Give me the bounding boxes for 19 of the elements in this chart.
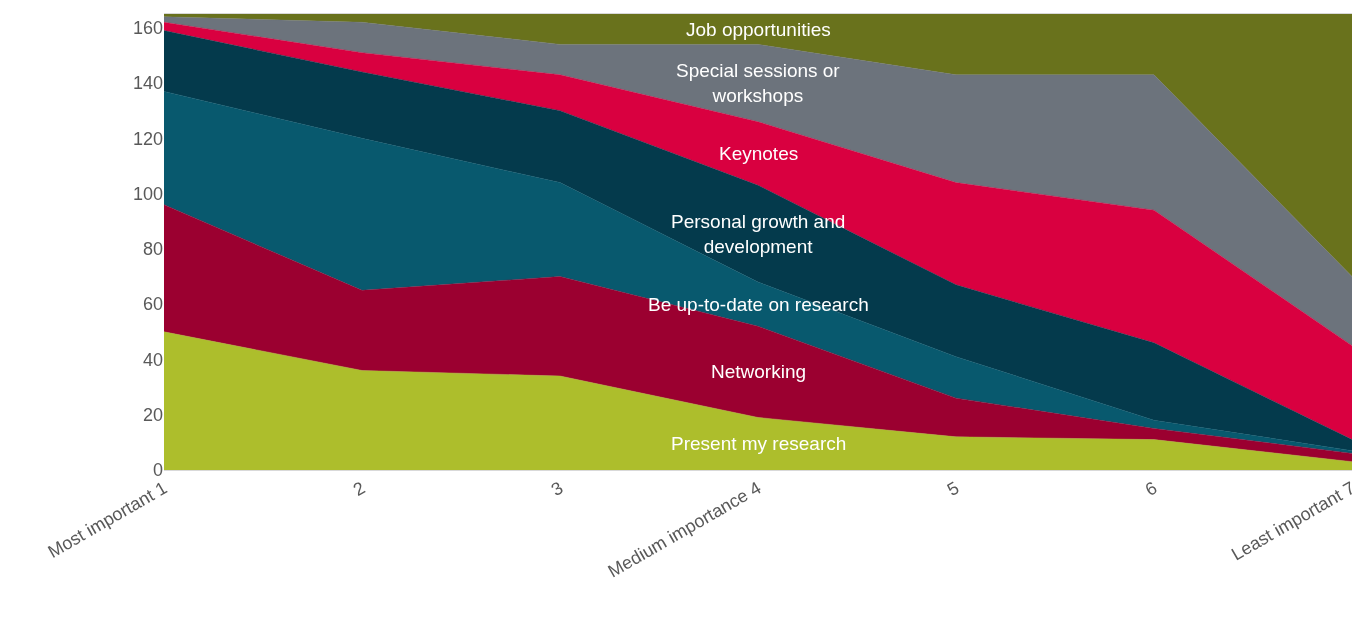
- y-tick-label: 120: [132, 128, 163, 149]
- x-tick-label: 2: [349, 477, 369, 500]
- series-label: Be up-to-date on research: [648, 294, 869, 315]
- series-label: Job opportunities: [686, 19, 831, 40]
- y-tick-label: 20: [142, 405, 163, 426]
- x-tick-label: 6: [1141, 477, 1161, 500]
- x-tick-label: 5: [943, 477, 963, 500]
- x-tick-label: 3: [547, 477, 567, 500]
- y-tick-label: 100: [132, 183, 163, 204]
- y-tick-label: 140: [132, 73, 163, 94]
- y-tick-label: 60: [142, 294, 163, 315]
- series-label: Special sessions or workshops: [676, 60, 841, 106]
- y-tick-label: 40: [142, 349, 163, 370]
- y-tick-label: 0: [152, 460, 163, 481]
- series-label: Present my research: [671, 433, 847, 454]
- series-label: Networking: [711, 361, 807, 382]
- series-label: Keynotes: [719, 143, 799, 164]
- y-tick-label: 160: [132, 18, 163, 39]
- y-tick-label: 80: [142, 239, 163, 260]
